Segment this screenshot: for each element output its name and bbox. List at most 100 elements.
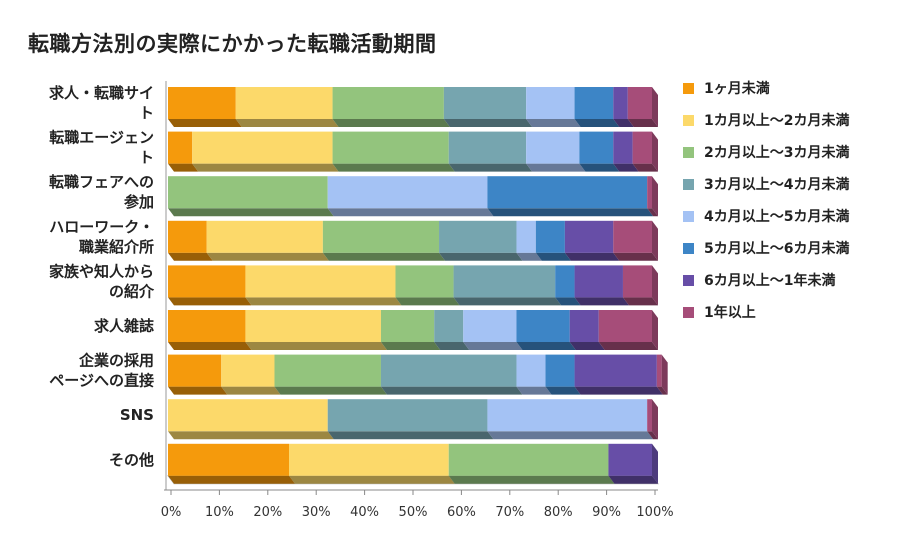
- bar-segment: [274, 354, 387, 395]
- bar-end-cap: [652, 87, 658, 127]
- bar-segment-bottom: [613, 163, 639, 172]
- bar-segment: [235, 87, 339, 127]
- chart-title: 転職方法別の実際にかかった転職活動期間: [28, 32, 437, 56]
- legend-swatch: [683, 210, 694, 222]
- bar-segment: [535, 220, 571, 261]
- bar-segment-bottom: [168, 119, 242, 127]
- bar-segment-front: [380, 354, 517, 387]
- legend-item: 3カ月以上～4カ月未満: [683, 168, 849, 200]
- legend-swatch: [683, 146, 694, 158]
- bar-segment-front: [434, 310, 464, 342]
- x-tick-label: 100%: [636, 505, 673, 520]
- category-label-line: 参加: [124, 193, 154, 211]
- bar-segment: [487, 176, 654, 217]
- bar-segment-front: [608, 443, 652, 476]
- x-tick-label: 0%: [161, 505, 182, 520]
- bar-segment: [327, 176, 494, 217]
- bar-end-cap: [652, 176, 658, 217]
- bar-segment: [487, 399, 654, 440]
- category-label-line: 家族や知人から: [49, 262, 154, 280]
- bar-segment: [327, 399, 494, 440]
- bar-segment-bottom: [434, 342, 470, 350]
- category-label: 転職フェアへの参加: [49, 173, 154, 211]
- bar-segment: [168, 354, 228, 395]
- bar-segment-front: [448, 443, 609, 476]
- bar-segment-bottom: [564, 252, 620, 261]
- bar-segment: [168, 220, 213, 261]
- bar-segment-bottom: [168, 297, 252, 306]
- bar-segment-front: [647, 399, 652, 432]
- bar-segment-front: [579, 131, 614, 164]
- bar-segment-front: [516, 354, 546, 387]
- bar-segment: [168, 310, 252, 350]
- bar-segment-front: [395, 265, 454, 298]
- bar-segment-bottom: [516, 342, 576, 350]
- bar-segment-front: [613, 220, 652, 253]
- bar-segment-front: [526, 87, 575, 119]
- bar-segment-front: [206, 220, 323, 253]
- legend-item: 1年以上: [683, 296, 849, 328]
- category-label: その他: [109, 451, 154, 469]
- bar-segment-bottom: [569, 342, 605, 350]
- bar-segment-front: [168, 399, 328, 432]
- bar-segment-front: [168, 131, 193, 164]
- bar-segment: [322, 220, 446, 261]
- bar-segment: [289, 443, 455, 484]
- x-tick-label: 20%: [253, 505, 282, 520]
- bar-segment: [632, 131, 658, 172]
- bar-segment-bottom: [526, 163, 586, 172]
- category-label-line: 転職エージェン: [49, 129, 154, 147]
- bar-end-cap: [661, 354, 668, 395]
- bar-segment: [332, 131, 455, 172]
- bar-segment-front: [613, 131, 633, 164]
- bar-segment: [434, 310, 470, 350]
- category-labels: 求人・転職サイト転職エージェント転職フェアへの参加ハローワーク・職業紹介所家族や…: [49, 84, 155, 469]
- bar-segment-front: [564, 220, 614, 253]
- bar-segment-front: [632, 131, 652, 164]
- bar-segment: [395, 265, 460, 306]
- bar-segment-front: [622, 265, 652, 298]
- bar-segment-bottom: [608, 475, 658, 484]
- legend-label: 5カ月以上～6カ月未満: [704, 241, 850, 257]
- category-label-line: SNS: [120, 406, 154, 424]
- bar-segment-front: [526, 131, 580, 164]
- bar-segment-front: [380, 310, 435, 342]
- legend-swatch: [683, 82, 694, 94]
- bars-layer: [168, 87, 668, 484]
- bar-segment-front: [168, 354, 222, 387]
- bar-segment: [516, 220, 542, 261]
- legend-swatch: [683, 178, 694, 190]
- bar-segment: [206, 220, 329, 261]
- bar-segment-bottom: [516, 252, 542, 261]
- bar-end-cap: [652, 310, 658, 350]
- category-label-line: 求人雑誌: [94, 317, 154, 335]
- bar-segment-bottom: [574, 297, 629, 306]
- bar-segment-bottom: [516, 386, 552, 395]
- bar-segment-bottom: [168, 342, 252, 350]
- bar-segment: [545, 354, 581, 395]
- bar-segment-front: [332, 131, 449, 164]
- bar-segment: [579, 131, 620, 172]
- bar-segment-bottom: [168, 163, 199, 172]
- x-tick-label: 40%: [350, 505, 379, 520]
- bar-segment-front: [574, 354, 657, 387]
- legend-label: 1年以上: [704, 305, 756, 321]
- category-label-line: 転職フェアへの: [49, 173, 154, 191]
- bar-segment-front: [168, 220, 207, 253]
- bar-segment-bottom: [168, 386, 228, 395]
- bar-segment: [168, 443, 295, 484]
- x-tick-label: 80%: [544, 505, 573, 520]
- bar-segment: [192, 131, 339, 172]
- bar-segment: [656, 354, 668, 395]
- legend-item: 5カ月以上～6カ月未満: [683, 232, 849, 264]
- legend-swatch: [683, 114, 694, 126]
- bar-segment: [564, 220, 620, 261]
- bar-segment-front: [569, 310, 599, 342]
- bar-segment-front: [289, 443, 449, 476]
- bar-segment: [647, 176, 658, 217]
- bar-segment-bottom: [487, 208, 654, 217]
- legend-label: 6カ月以上～1年未満: [704, 273, 836, 289]
- legend-label: 4カ月以上～5カ月未満: [704, 209, 850, 225]
- category-label: SNS: [120, 406, 154, 424]
- category-label-line: その他: [109, 451, 154, 469]
